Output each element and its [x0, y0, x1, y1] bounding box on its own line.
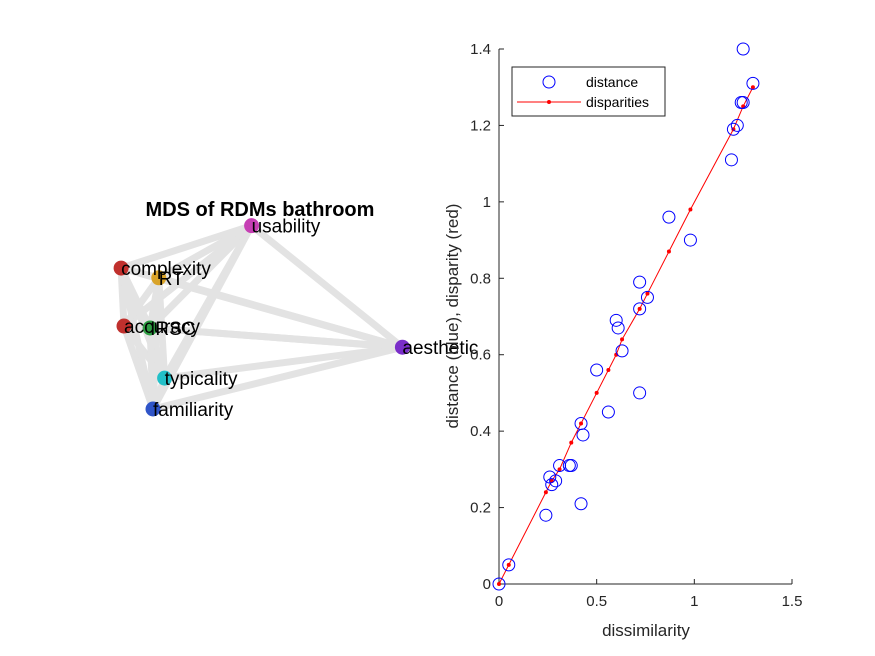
- y-tick-label: 0: [483, 576, 491, 593]
- distance-point: [502, 558, 516, 572]
- mds-edge: [161, 343, 406, 382]
- mds-edge: [120, 322, 157, 413]
- legend-disparities-marker: [547, 100, 551, 104]
- distance-point: [545, 478, 559, 492]
- distance-point: [611, 321, 625, 335]
- mds-node-rt: [151, 270, 167, 286]
- distance-point: [539, 508, 553, 522]
- disparity-point: [750, 85, 755, 90]
- shepard-panel: 0 0.5 1 1.5 0 0.2 0.4 0.6 0.8 1 1.2 1.4 dissimilari…: [443, 41, 802, 640]
- mds-node-label-typicality: typicality: [165, 369, 238, 390]
- distance-point: [726, 122, 740, 136]
- mds-node-label-accuracy: accuracy: [124, 317, 201, 338]
- disparity-point: [543, 490, 548, 495]
- distance-point: [736, 42, 750, 56]
- disparity-point: [666, 249, 671, 254]
- distance-point: [736, 96, 750, 109]
- legend-disparities-label: disparities: [586, 94, 649, 110]
- shepard-axes: 0 0.5 1 1.5 0 0.2 0.4 0.6 0.8 1 1.2 1.4: [470, 41, 802, 610]
- x-tick-label: 0.5: [586, 593, 607, 610]
- mds-title: MDS of RDMs bathroom: [146, 199, 375, 221]
- distance-point: [601, 405, 615, 419]
- x-tick-label: 0: [495, 593, 503, 610]
- mds-edge: [248, 222, 406, 351]
- distance-point: [590, 363, 604, 377]
- mds-node-label-rt: RT: [159, 269, 184, 290]
- distance-point: [683, 233, 697, 247]
- x-tick-label: 1.5: [782, 593, 803, 610]
- disparity-point: [594, 390, 599, 395]
- distance-point: [633, 386, 647, 400]
- distance-point: [576, 428, 590, 442]
- distance-point: [564, 459, 578, 473]
- mds-node-accuracy: [116, 318, 132, 334]
- distance-point: [609, 313, 623, 327]
- y-tick-label: 0.6: [470, 347, 491, 364]
- mds-edge: [117, 222, 256, 272]
- y-tick-label: 1.4: [470, 41, 491, 58]
- mds-edge: [120, 274, 163, 330]
- distance-point: [730, 118, 744, 132]
- distance-point: [633, 302, 647, 316]
- legend-distance-marker: [542, 75, 556, 89]
- mds-node-usability: [244, 218, 260, 234]
- disparity-point: [620, 337, 625, 342]
- mds-edge: [120, 322, 169, 382]
- y-tick-label: 0.2: [470, 500, 491, 517]
- mds-edge: [149, 343, 406, 413]
- mds-node-label-aesthetic: aesthetic: [402, 338, 478, 359]
- disparity-point: [579, 421, 584, 426]
- mds-edge: [146, 324, 157, 413]
- distance-point: [662, 210, 676, 224]
- mds-edge: [146, 222, 256, 332]
- y-tick-label: 1.2: [470, 117, 491, 134]
- legend: distance disparities: [511, 66, 666, 117]
- y-axis-label: distance (blue), disparity (red): [443, 204, 462, 429]
- mds-edges: [117, 222, 406, 413]
- disparity-point: [569, 440, 574, 445]
- disparity-line: [498, 86, 754, 585]
- disparity-point: [506, 562, 511, 567]
- distance-point: [492, 577, 506, 591]
- distance-point: [574, 497, 588, 511]
- distance-point: [549, 474, 563, 488]
- distance-point: [615, 344, 629, 358]
- distance-series: [492, 42, 760, 591]
- y-tick-label: 0.8: [470, 270, 491, 287]
- mds-node-label-irsc: IRSC: [150, 319, 195, 340]
- x-axis-label: dissimilarity: [602, 621, 690, 640]
- disparity-point: [688, 207, 693, 212]
- distance-point: [746, 76, 760, 90]
- disparity-point: [557, 467, 562, 472]
- mds-nodes: [113, 218, 410, 417]
- mds-edge: [155, 274, 406, 351]
- mds-node-label-usability: usability: [252, 217, 321, 238]
- distance-point: [633, 275, 647, 289]
- disparity-series: [497, 85, 755, 586]
- disparity-point: [637, 306, 642, 311]
- mds-node-irsc: [142, 320, 158, 336]
- mds-node-label-familiarity: familiarity: [153, 400, 234, 421]
- x-tick-label: 1: [690, 593, 698, 610]
- disparity-point: [606, 368, 611, 372]
- mds-panel: MDS of RDMs bathroom usability complexity…: [113, 199, 478, 421]
- disparity-point: [645, 291, 650, 296]
- mds-node-complexity: [113, 260, 129, 276]
- distance-point: [724, 153, 738, 167]
- y-tick-label: 0.4: [470, 423, 491, 440]
- mds-node-typicality: [157, 370, 173, 386]
- mds-node-aesthetic: [394, 339, 410, 355]
- mds-node-familiarity: [145, 401, 161, 417]
- distance-point: [640, 290, 654, 304]
- legend-box: [511, 66, 666, 117]
- legend-distance-label: distance: [586, 74, 638, 90]
- mds-edge: [146, 324, 406, 351]
- y-tick-label: 1: [483, 194, 491, 211]
- mds-node-label-complexity: complexity: [121, 259, 211, 280]
- disparity-point: [497, 582, 501, 586]
